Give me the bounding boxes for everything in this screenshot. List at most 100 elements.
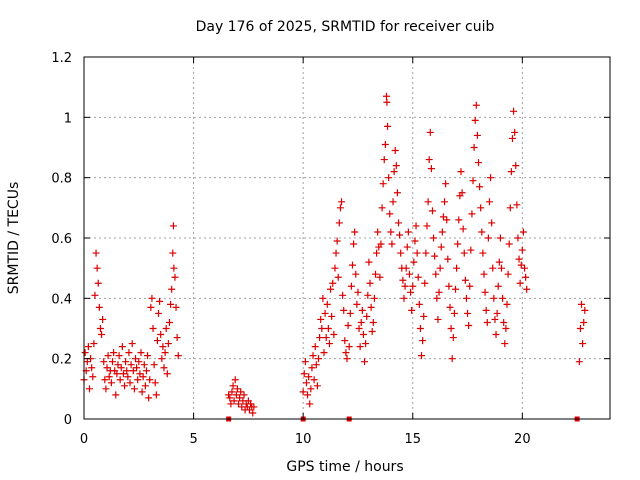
data-point: [450, 309, 458, 317]
data-point: [442, 180, 450, 188]
data-point: [103, 364, 111, 372]
data-point: [402, 264, 410, 272]
data-point: [519, 228, 527, 236]
data-point: [409, 282, 417, 290]
data-point: [395, 219, 403, 227]
data-point: [227, 400, 235, 408]
data-point: [108, 358, 116, 366]
data-point: [168, 285, 176, 293]
data-point: [100, 358, 108, 366]
data-point: [510, 107, 518, 115]
data-point: [482, 306, 490, 314]
data-point: [157, 331, 165, 339]
data-point: [308, 364, 316, 372]
data-point: [355, 325, 363, 332]
data-point: [397, 249, 405, 257]
data-point: [580, 318, 588, 326]
x-tick-label: 5: [189, 432, 197, 447]
data-point: [386, 210, 394, 218]
data-point: [484, 234, 492, 242]
data-point: [390, 168, 398, 176]
data-point: [367, 303, 375, 311]
data-point: [339, 291, 347, 299]
data-point: [522, 273, 530, 281]
data-point: [504, 270, 512, 278]
data-point: [107, 379, 115, 387]
data-point: [411, 237, 419, 245]
data-point: [83, 358, 91, 366]
data-point: [459, 225, 467, 233]
data-point: [381, 140, 389, 148]
data-point: [332, 249, 340, 257]
data-point: [517, 261, 525, 269]
data-point: [418, 352, 426, 360]
data-point: [516, 279, 524, 287]
data-point: [374, 228, 382, 236]
data-point: [370, 294, 378, 302]
data-point: [142, 367, 150, 375]
data-point: [169, 249, 177, 257]
data-point: [410, 258, 418, 266]
data-point: [91, 291, 99, 299]
data-point: [324, 325, 332, 332]
data-point: [425, 156, 433, 164]
data-point: [361, 358, 369, 366]
data-point: [145, 394, 153, 402]
data-point: [302, 379, 310, 387]
data-point: [461, 276, 469, 284]
data-point: [318, 325, 326, 332]
data-point: [340, 306, 348, 314]
data-point: [138, 388, 146, 396]
data-point: [240, 391, 248, 399]
data-point: [384, 122, 392, 130]
data-point: [403, 243, 411, 251]
data-point: [129, 367, 137, 375]
data-point: [345, 343, 353, 351]
data-point: [249, 409, 257, 417]
data-point: [114, 361, 122, 369]
data-point: [512, 162, 520, 170]
data-point: [366, 279, 374, 287]
chart-title: Day 176 of 2025, SRMTID for receiver cui…: [196, 19, 495, 35]
data-point: [399, 276, 407, 284]
data-point: [144, 352, 152, 360]
data-point: [487, 174, 495, 182]
y-axis-label: SRMTID / TECUs: [6, 182, 22, 295]
data-point: [170, 264, 178, 272]
data-point: [85, 385, 93, 393]
data-point: [389, 198, 397, 206]
data-point: [247, 400, 255, 408]
data-point: [81, 349, 89, 357]
data-point: [503, 300, 511, 308]
data-point: [132, 355, 140, 363]
data-point: [128, 340, 136, 348]
data-point: [149, 325, 157, 332]
data-point: [165, 318, 173, 326]
data-point: [335, 219, 343, 227]
data-point: [352, 270, 360, 278]
data-point: [448, 355, 456, 363]
x-tick-label: 15: [404, 432, 421, 447]
data-point: [228, 388, 236, 396]
data-point: [433, 294, 441, 302]
data-point: [321, 309, 329, 317]
data-point: [315, 355, 323, 363]
data-point: [521, 264, 529, 272]
data-point: [127, 361, 135, 369]
data-point: [169, 222, 177, 230]
data-point: [499, 294, 507, 302]
data-point: [362, 340, 370, 348]
data-point: [476, 183, 484, 191]
data-point: [140, 361, 148, 369]
data-point: [412, 222, 420, 230]
data-point: [155, 309, 163, 317]
data-point: [344, 321, 352, 329]
data-point: [135, 358, 143, 366]
data-point: [122, 358, 130, 366]
data-point: [161, 349, 169, 357]
data-point: [329, 279, 337, 287]
data-point: [511, 128, 519, 136]
data-point: [357, 318, 365, 326]
data-point: [387, 228, 395, 236]
